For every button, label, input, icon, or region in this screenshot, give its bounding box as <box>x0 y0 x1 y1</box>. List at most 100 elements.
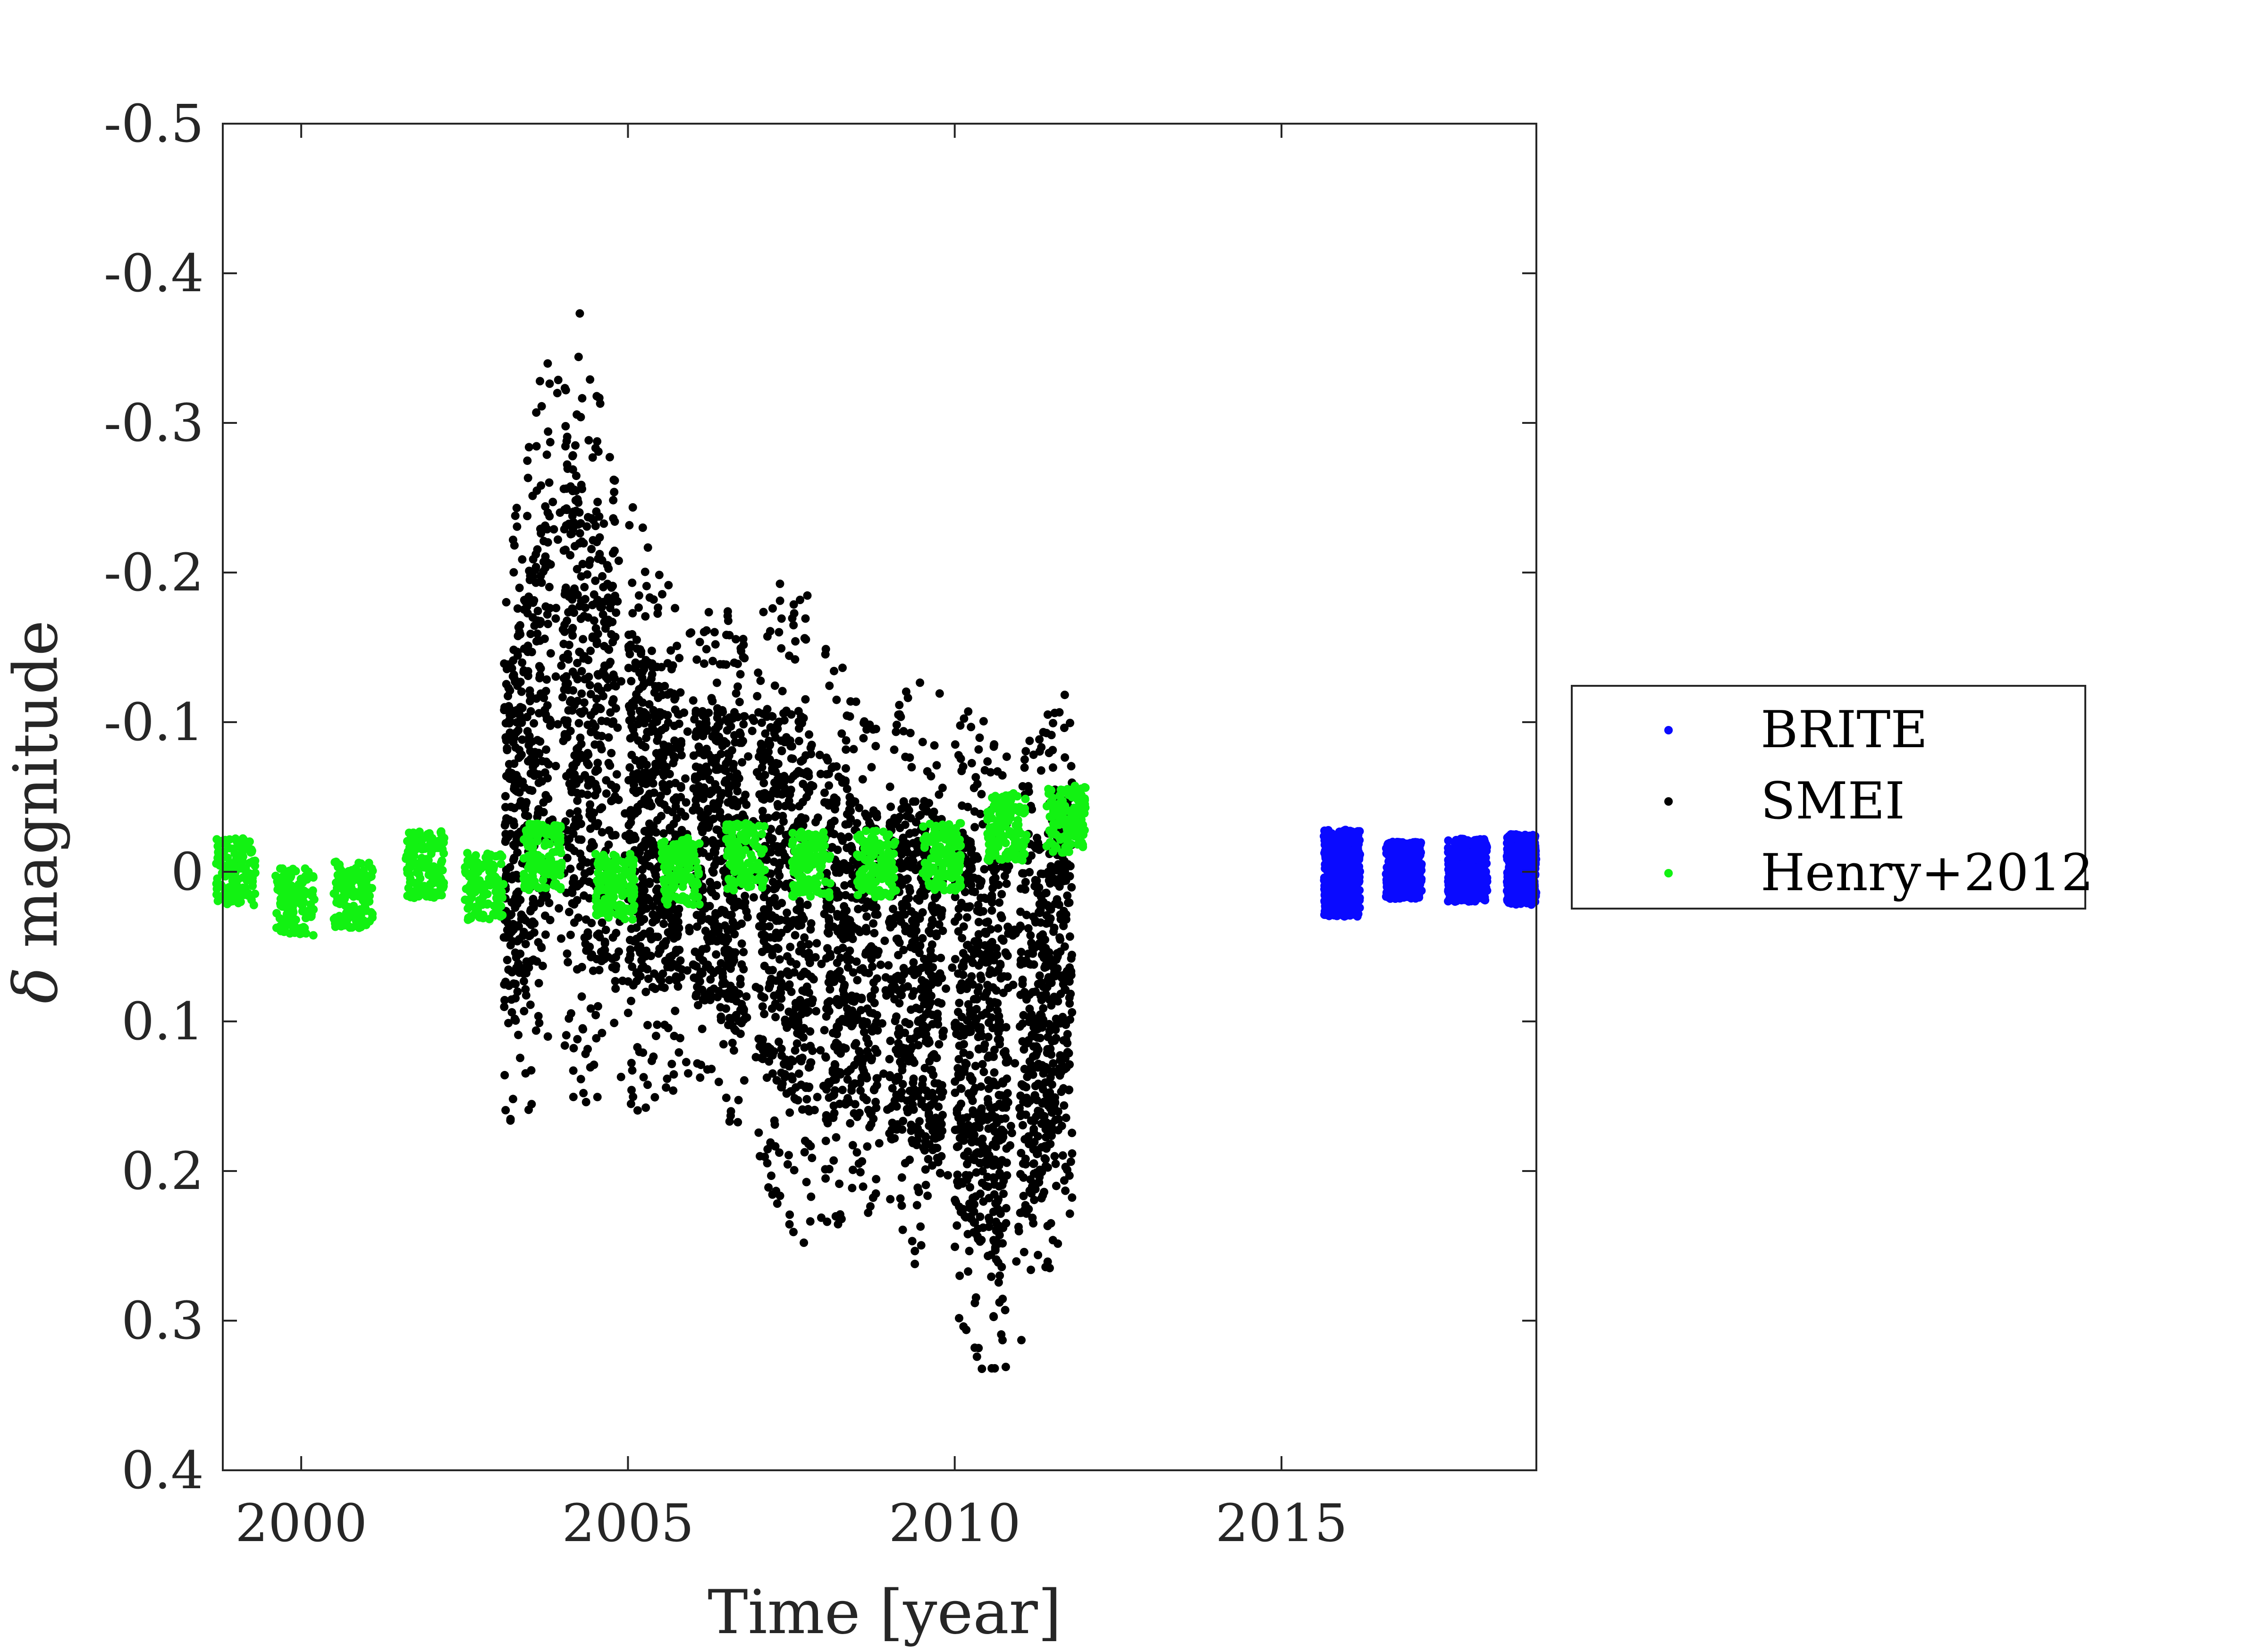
smei-point <box>541 930 550 939</box>
smei-point <box>935 689 944 698</box>
smei-point <box>668 661 677 670</box>
smei-point <box>909 1105 918 1114</box>
smei-point <box>785 1108 794 1117</box>
smei-point <box>826 952 835 961</box>
smei-point <box>639 1073 648 1082</box>
smei-point <box>796 902 805 910</box>
smei-point <box>989 1313 998 1322</box>
smei-point <box>662 1083 671 1092</box>
smei-point <box>1050 1152 1059 1161</box>
smei-point <box>1050 1036 1059 1045</box>
smei-point <box>936 1169 944 1178</box>
smei-point <box>523 473 532 482</box>
smei-point <box>978 1167 987 1176</box>
smei-point <box>736 730 745 739</box>
smei-point <box>827 798 836 807</box>
smei-point <box>670 695 679 704</box>
smei-point <box>953 1064 962 1073</box>
smei-point <box>713 709 722 718</box>
smei-point <box>658 590 666 598</box>
smei-point <box>1017 948 1026 956</box>
smei-point <box>959 949 968 958</box>
smei-point <box>501 792 510 801</box>
smei-point <box>689 696 698 705</box>
smei-point <box>520 1007 529 1016</box>
smei-point <box>513 848 522 857</box>
smei-point <box>954 1055 963 1064</box>
smei-point <box>961 887 969 896</box>
smei-point <box>568 888 577 897</box>
smei-point <box>803 901 812 910</box>
smei-point <box>963 1175 972 1184</box>
smei-point <box>570 542 579 551</box>
smei-point <box>781 1019 790 1028</box>
smei-point <box>567 594 576 603</box>
smei-point <box>586 1063 595 1072</box>
henry-point <box>364 860 373 869</box>
smei-point <box>968 1096 977 1105</box>
smei-point <box>897 848 906 857</box>
smei-point <box>1049 1059 1058 1068</box>
smei-point <box>650 1093 659 1102</box>
smei-point <box>801 1137 809 1146</box>
smei-point <box>916 1222 925 1231</box>
smei-point <box>509 568 518 577</box>
smei-point <box>899 797 908 806</box>
smei-point <box>897 1201 906 1210</box>
smei-point <box>927 991 936 1000</box>
smei-point <box>983 1115 992 1124</box>
smei-point <box>541 911 549 920</box>
smei-point <box>998 1180 1007 1189</box>
smei-point <box>829 1156 838 1165</box>
smei-point <box>512 953 521 962</box>
smei-point <box>665 780 674 789</box>
smei-point <box>970 1298 979 1307</box>
smei-point <box>834 1220 843 1229</box>
smei-point <box>786 943 795 952</box>
smei-point <box>830 666 838 675</box>
smei-point <box>736 644 745 653</box>
smei-point <box>990 740 999 749</box>
smei-point <box>691 947 700 956</box>
smei-point <box>984 1098 993 1107</box>
smei-point <box>519 668 528 677</box>
smei-point <box>995 1271 1004 1280</box>
smei-point <box>532 408 541 417</box>
smei-point <box>759 1046 767 1055</box>
smei-point <box>965 978 973 986</box>
smei-point <box>775 955 784 964</box>
smei-point <box>586 711 595 720</box>
smei-point <box>630 731 639 740</box>
smei-point <box>676 808 685 816</box>
smei-point <box>978 1060 987 1069</box>
smei-point <box>736 980 745 988</box>
smei-point <box>777 747 786 756</box>
smei-point <box>579 635 588 644</box>
smei-point <box>853 925 862 934</box>
henry-point <box>219 895 228 904</box>
smei-point <box>576 1075 585 1084</box>
smei-point <box>1065 1171 1074 1180</box>
smei-point <box>1041 1078 1050 1087</box>
smei-point <box>791 931 800 940</box>
smei-point <box>805 730 814 739</box>
smei-point <box>760 1010 769 1019</box>
smei-point <box>797 1057 806 1066</box>
smei-point <box>526 630 535 638</box>
smei-point <box>1060 857 1069 866</box>
smei-point <box>989 1207 998 1216</box>
smei-point <box>512 504 521 513</box>
smei-point <box>569 1066 578 1075</box>
smei-point <box>712 856 721 864</box>
smei-point <box>838 663 847 672</box>
smei-point <box>1061 1019 1070 1028</box>
smei-point <box>935 790 944 799</box>
smei-point <box>927 1101 935 1110</box>
smei-point <box>505 719 514 728</box>
smei-point <box>521 1069 530 1078</box>
smei-point <box>653 1020 662 1029</box>
henry-point <box>298 928 307 937</box>
smei-point <box>526 1000 535 1009</box>
smei-point <box>750 716 759 725</box>
smei-point <box>594 929 603 938</box>
